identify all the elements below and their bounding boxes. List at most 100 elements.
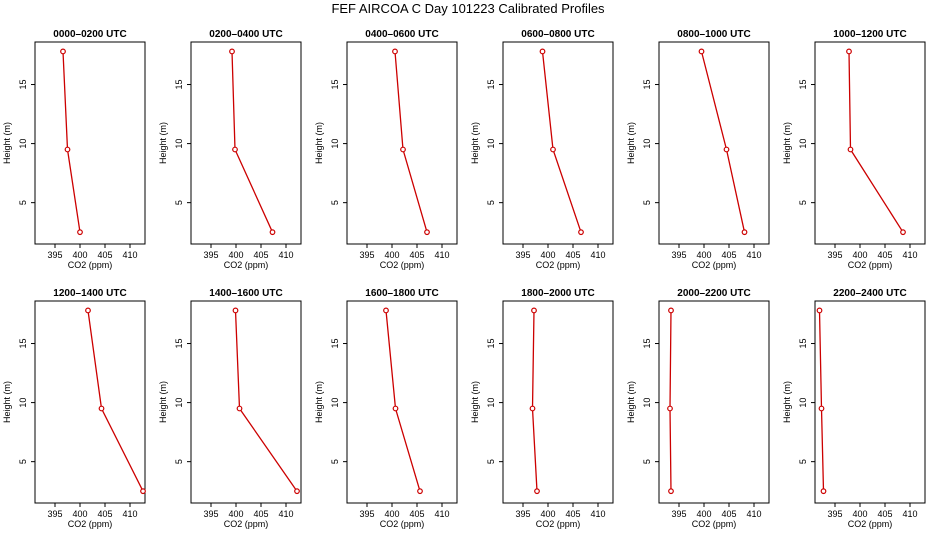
plot-frame <box>814 300 926 504</box>
data-point <box>140 488 146 495</box>
x-axis-label: CO2 (ppm) <box>68 519 113 529</box>
data-point <box>578 229 584 236</box>
panel-title: 1400–1600 UTC <box>209 288 282 299</box>
data-point <box>424 229 430 236</box>
panel-2: 0200–0400 UTC 395 400 405 410 5 10 15 CO2 (ppm) H… <box>158 29 302 270</box>
y-axis-label: Height (m) <box>2 381 12 423</box>
y-axis-label: Height (m) <box>314 381 324 423</box>
x-axis-label: CO2 (ppm) <box>380 260 425 270</box>
y-tick-label: 10 <box>174 398 184 408</box>
data-point <box>531 307 537 314</box>
plot-frame <box>658 41 770 245</box>
y-tick-label: 5 <box>18 459 28 464</box>
x-tick-label: 410 <box>278 250 293 260</box>
panel-9: 1600–1800 UTC 395 400 405 410 5 10 15 CO2 (ppm) H… <box>314 288 458 529</box>
x-tick-label: 395 <box>47 509 62 519</box>
x-axis-label: CO2 (ppm) <box>224 519 269 529</box>
data-point <box>820 488 827 495</box>
data-point <box>392 405 399 412</box>
x-tick-label: 405 <box>877 250 892 260</box>
data-point <box>85 307 91 314</box>
panel-11: 2000–2200 UTC 395 400 405 410 5 10 15 CO2 (ppm) H… <box>626 288 770 529</box>
y-tick-label: 10 <box>330 398 340 408</box>
y-tick-label: 10 <box>330 139 340 149</box>
data-point <box>667 405 673 412</box>
x-axis-label: CO2 (ppm) <box>692 260 737 270</box>
panel-3: 0400–0600 UTC 395 400 405 410 5 10 15 CO2 (ppm) H… <box>314 29 458 270</box>
y-tick-label: 10 <box>798 139 808 149</box>
x-tick-label: 405 <box>97 509 112 519</box>
plot-frame <box>502 41 614 245</box>
panel-title: 0000–0200 UTC <box>53 29 126 40</box>
y-tick-label: 5 <box>174 200 184 205</box>
x-tick-label: 395 <box>203 509 218 519</box>
panel-title: 2200–2400 UTC <box>833 288 906 299</box>
x-tick-label: 405 <box>565 250 580 260</box>
y-axis-label: Height (m) <box>626 381 636 423</box>
y-tick-label: 15 <box>798 80 808 90</box>
x-tick-label: 405 <box>565 509 580 519</box>
x-tick-label: 395 <box>515 250 530 260</box>
x-tick-label: 395 <box>827 250 842 260</box>
plot-frame <box>346 41 458 245</box>
x-tick-label: 400 <box>540 509 555 519</box>
x-tick-label: 400 <box>696 509 711 519</box>
y-tick-label: 5 <box>642 459 652 464</box>
panel-1: 0000–0200 UTC 395 400 405 410 5 10 15 CO2 (ppm) H… <box>2 29 146 270</box>
plot-frame <box>190 300 302 504</box>
y-tick-label: 5 <box>486 459 496 464</box>
x-tick-label: 400 <box>852 509 867 519</box>
y-tick-label: 15 <box>330 339 340 349</box>
y-tick-label: 15 <box>486 80 496 90</box>
x-tick-label: 405 <box>721 509 736 519</box>
x-axis-label: CO2 (ppm) <box>848 519 893 529</box>
x-axis-label: CO2 (ppm) <box>224 260 269 270</box>
x-axis-label: CO2 (ppm) <box>536 260 581 270</box>
y-tick-label: 5 <box>798 200 808 205</box>
x-tick-label: 410 <box>590 250 605 260</box>
y-tick-label: 10 <box>642 398 652 408</box>
x-tick-label: 395 <box>203 250 218 260</box>
data-point <box>723 146 730 153</box>
data-point <box>417 488 423 495</box>
y-axis-label: Height (m) <box>782 122 792 164</box>
y-axis-label: Height (m) <box>470 122 480 164</box>
x-axis-label: CO2 (ppm) <box>536 519 581 529</box>
data-point <box>400 146 406 153</box>
y-axis-label: Height (m) <box>158 381 168 423</box>
y-tick-label: 5 <box>330 200 340 205</box>
panel-title: 1200–1400 UTC <box>53 288 126 299</box>
data-point <box>232 307 239 314</box>
panel-6: 1000–1200 UTC 395 400 405 410 5 10 15 CO2 (ppm) H… <box>782 29 926 270</box>
data-point <box>846 48 852 55</box>
x-tick-label: 410 <box>590 509 605 519</box>
x-tick-label: 400 <box>696 250 711 260</box>
data-point <box>229 48 235 55</box>
x-tick-label: 405 <box>409 509 424 519</box>
x-tick-label: 400 <box>384 250 399 260</box>
x-tick-label: 395 <box>671 509 686 519</box>
y-tick-label: 10 <box>486 398 496 408</box>
y-tick-label: 10 <box>18 139 28 149</box>
data-point <box>539 48 546 55</box>
panel-7: 1200–1400 UTC 395 400 405 410 5 10 15 CO2 (ppm) H… <box>2 288 146 529</box>
data-point <box>900 229 906 236</box>
y-tick-label: 15 <box>798 339 808 349</box>
panel-title: 0600–0800 UTC <box>521 29 594 40</box>
y-tick-label: 5 <box>18 200 28 205</box>
plot-frame <box>502 300 614 504</box>
figure-title: FEF AIRCOA C Day 101223 Calibrated Profi… <box>331 1 605 16</box>
x-tick-label: 410 <box>122 509 137 519</box>
y-tick-label: 10 <box>798 398 808 408</box>
data-point <box>60 48 66 55</box>
y-axis-label: Height (m) <box>782 381 792 423</box>
data-point <box>741 229 748 236</box>
x-tick-label: 410 <box>122 250 137 260</box>
x-tick-label: 410 <box>278 509 293 519</box>
x-tick-label: 410 <box>434 509 449 519</box>
y-tick-label: 15 <box>642 339 652 349</box>
data-point <box>98 405 105 412</box>
x-tick-label: 395 <box>671 250 686 260</box>
y-tick-label: 5 <box>798 459 808 464</box>
